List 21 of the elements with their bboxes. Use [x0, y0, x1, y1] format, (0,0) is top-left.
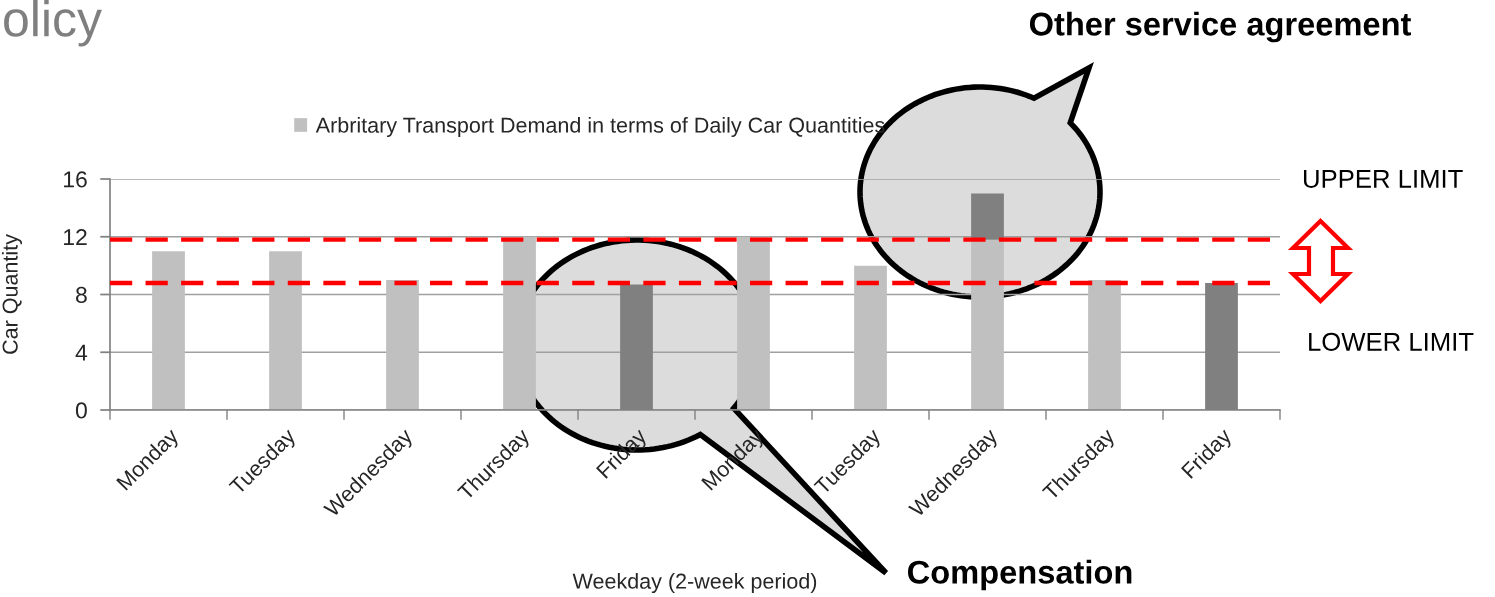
y-axis-title: Car Quantity — [1, 234, 22, 354]
bar — [1088, 280, 1121, 410]
y-tick-label: 16 — [64, 171, 87, 188]
text: Compensation — [908, 559, 1132, 591]
bar — [503, 236, 536, 410]
bar — [737, 236, 770, 410]
x-axis-title: Weekday (2-week period) — [572, 573, 817, 594]
y-tick-label: 8 — [76, 286, 87, 304]
y-tick-label: 0 — [75, 402, 87, 419]
bar — [386, 280, 419, 410]
bar — [971, 239, 1004, 410]
chart-title: olicy — [4, 0, 102, 47]
bar — [152, 251, 185, 410]
text: UPPER LIMIT — [1303, 169, 1463, 188]
text: LOWER LIMIT — [1309, 332, 1474, 351]
bar — [971, 193, 1004, 240]
bar — [854, 265, 887, 410]
y-tick-label: 4 — [75, 344, 88, 361]
y-tick-label: 12 — [64, 229, 87, 246]
bar — [269, 251, 302, 410]
text: Other service agreement — [1029, 11, 1412, 43]
